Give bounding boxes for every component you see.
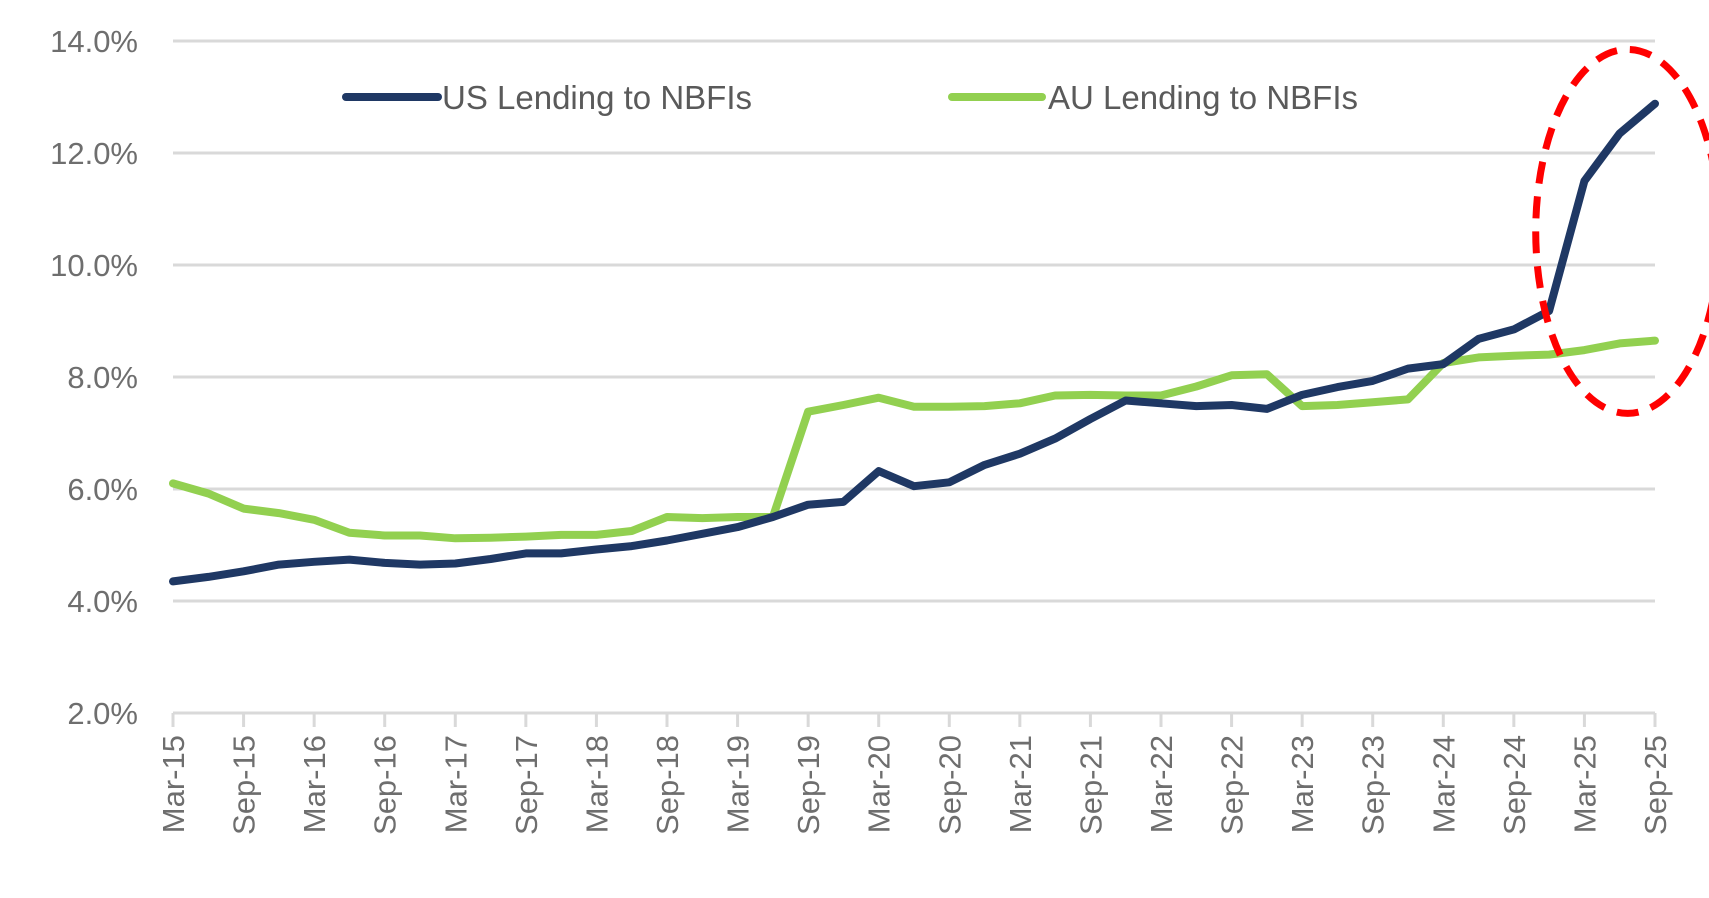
x-tick-label: Sep-17 — [509, 735, 544, 835]
x-tick-label: Mar-21 — [1003, 735, 1038, 833]
x-tick-label: Sep-24 — [1497, 735, 1532, 835]
y-tick-label: 10.0% — [50, 248, 138, 283]
x-tick-label: Mar-25 — [1567, 735, 1602, 833]
x-tick-label: Sep-15 — [227, 735, 262, 835]
x-tick-label: Sep-22 — [1215, 735, 1250, 835]
legend-label-au: AU Lending to NBFIs — [1048, 79, 1358, 116]
series-line-au — [169, 336, 1659, 543]
x-tick-label: Mar-23 — [1285, 735, 1320, 833]
x-tick-label: Sep-21 — [1073, 735, 1108, 835]
y-tick-label: 14.0% — [50, 24, 138, 59]
highlight-ellipse — [1532, 45, 1709, 417]
series-layer — [169, 99, 1659, 586]
y-tick-label: 6.0% — [67, 472, 138, 507]
x-tick-label: Sep-23 — [1356, 735, 1391, 835]
x-tick-label: Mar-17 — [438, 735, 473, 833]
annotation-layer — [1532, 45, 1709, 417]
y-tick-label: 12.0% — [50, 136, 138, 171]
x-tick-label: Sep-16 — [368, 735, 403, 835]
legend: US Lending to NBFIs AU Lending to NBFIs — [342, 79, 1358, 116]
x-tick-label: Mar-15 — [156, 735, 191, 833]
x-tick-label: Mar-16 — [297, 735, 332, 833]
x-tick-label: Sep-25 — [1638, 735, 1673, 835]
x-tick-label: Mar-18 — [579, 735, 614, 833]
x-tick-label: Mar-22 — [1144, 735, 1179, 833]
x-tick-label: Sep-20 — [932, 735, 967, 835]
grid-layer — [173, 39, 1655, 603]
y-tick-label: 4.0% — [67, 584, 138, 619]
y-tick-label: 2.0% — [67, 696, 138, 731]
y-tick-label: 8.0% — [67, 360, 138, 395]
x-tick-label: Sep-18 — [650, 735, 685, 835]
axis-layer: 2.0% 4.0% 6.0% 8.0% 10.0% 12.0% 14.0% Mar-15 Sep… — [50, 24, 1673, 835]
x-tick-label: Mar-24 — [1426, 735, 1461, 833]
legend-label-us: US Lending to NBFIs — [442, 79, 752, 116]
x-tick-label: Sep-19 — [791, 735, 826, 835]
x-tick-label: Mar-19 — [721, 735, 756, 833]
series-line-us — [169, 99, 1659, 586]
x-tick-label: Mar-20 — [862, 735, 897, 833]
